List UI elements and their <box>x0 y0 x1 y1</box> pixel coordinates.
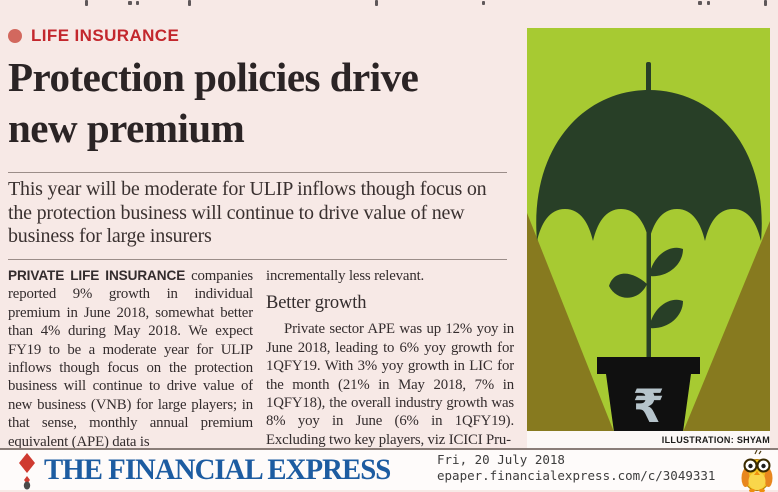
article-column-2: incrementally less relevant. Better grow… <box>266 267 514 448</box>
rupee-symbol: ₹ <box>632 379 664 432</box>
article-headline: Protection policies drive new premium <box>8 54 419 151</box>
divider <box>8 259 507 260</box>
divider <box>8 172 507 173</box>
article-paragraph: Private sector APE was up 12% yoy in Jun… <box>266 321 514 448</box>
light-beam-shadow-left <box>527 213 614 432</box>
leaf-upper-right <box>649 247 683 277</box>
umbrella-stick <box>646 62 651 94</box>
section-bullet-icon <box>8 29 22 43</box>
masthead-title[interactable]: THE FINANCIAL EXPRESS <box>44 453 391 486</box>
issue-date: Fri, 20 July 2018 <box>437 452 565 467</box>
section-kicker: LIFE INSURANCE <box>8 26 179 46</box>
illustration-credit: ILLUSTRATION: SHYAM <box>527 431 770 448</box>
epaper-footer: THE FINANCIAL EXPRESS Fri, 20 July 2018 … <box>0 448 778 492</box>
leaf-lower-right <box>649 299 683 329</box>
article-continuation: incrementally less relevant. <box>266 268 425 284</box>
plant-stem <box>646 228 651 359</box>
readwhere-owl-mascot-icon[interactable] <box>738 450 776 492</box>
flower-pot-rim <box>597 357 700 374</box>
express-group-logo-icon <box>19 453 35 490</box>
article-paragraph: PRIVATE LIFE INSURANCE companies reporte… <box>8 267 253 448</box>
article-body-text: companies reported 9% growth in individu… <box>8 268 253 448</box>
article-column-1: PRIVATE LIFE INSURANCE companies reporte… <box>8 267 253 448</box>
light-beam-shadow-right <box>683 221 770 432</box>
article-standfirst: This year will be moderate for ULIP infl… <box>8 178 487 247</box>
epaper-url[interactable]: epaper.financialexpress.com/c/3049331 <box>437 468 716 483</box>
leaf-left <box>609 273 647 298</box>
section-label: LIFE INSURANCE <box>31 26 180 45</box>
issue-meta: Fri, 20 July 2018 epaper.financialexpres… <box>437 452 715 484</box>
umbrella-plant-illustration: ₹ <box>527 28 770 432</box>
umbrella-canopy-shape <box>536 90 762 241</box>
illustration-canvas: ₹ <box>527 28 770 432</box>
article-lead-in: PRIVATE LIFE INSURANCE <box>8 268 186 283</box>
flower-pot-body <box>606 374 691 432</box>
article-subhead: Better growth <box>266 293 367 314</box>
